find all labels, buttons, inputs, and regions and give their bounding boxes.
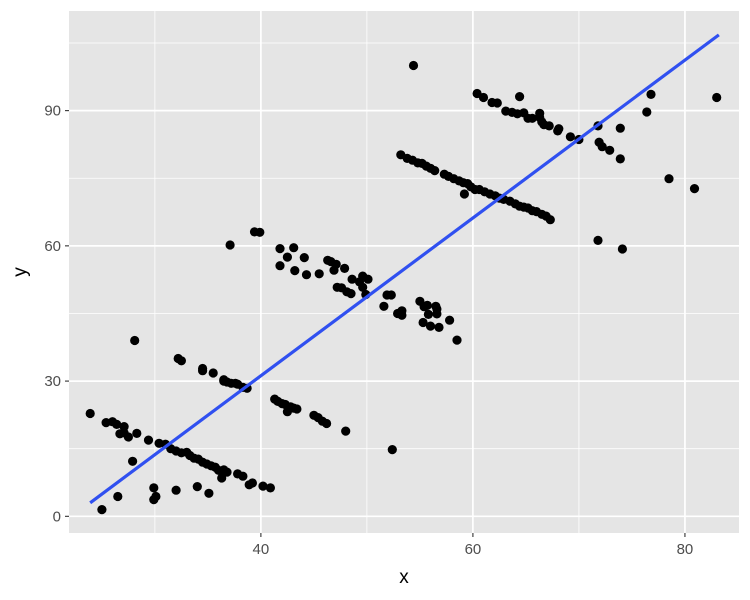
data-point bbox=[222, 467, 232, 477]
data-point bbox=[119, 422, 129, 432]
plot-panel bbox=[69, 11, 739, 533]
data-point bbox=[238, 471, 248, 481]
data-point bbox=[430, 166, 440, 176]
data-point bbox=[347, 274, 357, 284]
data-point bbox=[340, 263, 350, 273]
data-point bbox=[132, 428, 142, 438]
y-tick-label: 0 bbox=[53, 508, 61, 525]
data-point bbox=[554, 124, 564, 134]
data-point bbox=[255, 227, 265, 237]
data-point bbox=[322, 418, 332, 429]
data-point bbox=[97, 505, 107, 515]
data-point bbox=[151, 491, 161, 502]
data-point bbox=[615, 154, 625, 164]
data-point bbox=[664, 174, 674, 184]
data-point bbox=[617, 244, 628, 254]
data-point bbox=[204, 488, 214, 498]
data-point bbox=[418, 317, 428, 328]
data-point bbox=[341, 426, 351, 436]
data-points bbox=[85, 60, 722, 515]
data-point bbox=[149, 483, 159, 493]
data-point bbox=[85, 408, 95, 419]
data-point bbox=[459, 189, 469, 199]
y-tick-label: 30 bbox=[44, 373, 61, 390]
data-point bbox=[176, 356, 186, 366]
x-axis-title: x bbox=[399, 567, 409, 588]
data-point bbox=[301, 270, 312, 280]
data-point bbox=[432, 309, 442, 319]
data-point bbox=[492, 98, 502, 108]
data-point bbox=[515, 92, 525, 102]
data-point bbox=[113, 491, 123, 502]
data-point bbox=[605, 145, 615, 155]
data-point bbox=[452, 335, 462, 345]
data-point bbox=[597, 142, 607, 152]
data-point bbox=[265, 483, 275, 493]
data-point bbox=[314, 269, 324, 279]
data-point bbox=[379, 301, 389, 311]
data-point bbox=[408, 60, 419, 71]
data-point bbox=[143, 435, 154, 445]
data-point bbox=[545, 215, 555, 225]
x-tick-label: 80 bbox=[677, 541, 694, 558]
y-tick-label: 60 bbox=[44, 238, 61, 255]
data-point bbox=[346, 289, 356, 299]
data-point bbox=[112, 419, 122, 429]
data-point bbox=[565, 132, 576, 142]
major-grid bbox=[69, 11, 739, 533]
data-point bbox=[527, 113, 537, 123]
data-point bbox=[386, 290, 396, 300]
data-point bbox=[544, 121, 554, 131]
data-point bbox=[217, 473, 227, 483]
data-point bbox=[282, 252, 292, 262]
x-tick-label: 60 bbox=[465, 541, 482, 558]
data-point bbox=[331, 259, 341, 269]
data-point bbox=[397, 310, 407, 320]
data-point bbox=[478, 92, 489, 103]
y-tick-label: 90 bbox=[44, 103, 61, 120]
data-point bbox=[712, 92, 722, 103]
data-point bbox=[363, 274, 373, 284]
data-point bbox=[247, 478, 257, 488]
data-point bbox=[128, 456, 138, 466]
data-point bbox=[275, 244, 285, 254]
data-point bbox=[171, 485, 181, 495]
x-tick-label: 40 bbox=[253, 541, 270, 558]
data-point bbox=[130, 335, 140, 346]
data-point bbox=[423, 309, 433, 319]
data-point bbox=[275, 261, 285, 271]
data-point bbox=[299, 253, 309, 263]
data-point bbox=[358, 282, 368, 292]
data-point bbox=[292, 404, 302, 414]
data-point bbox=[434, 322, 444, 332]
y-axis: 0 30 60 90 bbox=[44, 103, 69, 525]
data-point bbox=[445, 315, 455, 325]
data-point bbox=[689, 184, 700, 194]
data-point bbox=[646, 89, 656, 99]
y-axis-title: y bbox=[10, 267, 31, 277]
data-point bbox=[123, 432, 133, 442]
data-point bbox=[208, 368, 218, 378]
data-point bbox=[258, 481, 268, 491]
data-point bbox=[289, 243, 299, 253]
data-point bbox=[642, 107, 652, 117]
x-axis: 40 60 80 bbox=[253, 533, 694, 558]
regression-line bbox=[89, 33, 720, 505]
data-point bbox=[387, 445, 397, 455]
data-point bbox=[290, 266, 300, 276]
data-point bbox=[425, 321, 436, 331]
data-point bbox=[192, 482, 202, 492]
data-point bbox=[422, 300, 432, 310]
data-point bbox=[198, 366, 208, 376]
data-point bbox=[593, 235, 603, 245]
data-point bbox=[225, 240, 235, 250]
data-point bbox=[615, 123, 625, 133]
